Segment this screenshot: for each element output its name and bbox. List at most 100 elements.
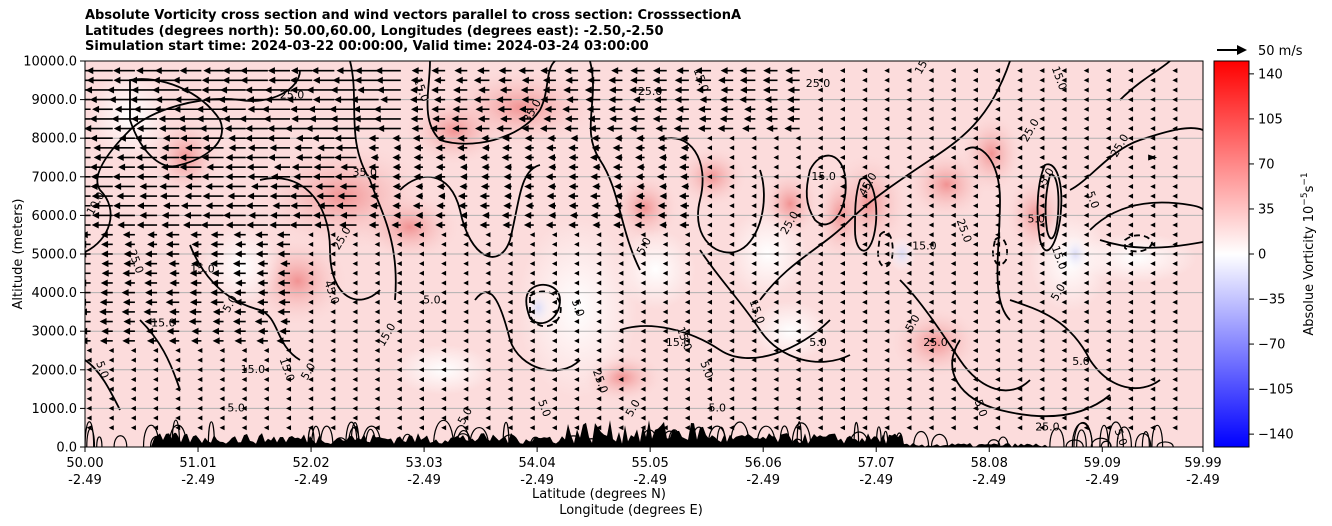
wind-vector-head: [158, 115, 166, 123]
wind-vector-head: [330, 290, 336, 296]
wind-vector-head: [441, 290, 447, 296]
wind-vector-head: [684, 299, 690, 305]
wind-vector-head: [1039, 193, 1045, 199]
wind-vector-head: [1083, 348, 1089, 353]
wind-vector-head: [839, 203, 845, 209]
wind-vector-head: [113, 125, 121, 133]
wind-vector-head: [795, 309, 801, 315]
wind-vector-head: [662, 251, 668, 257]
wind-vector-head: [740, 86, 748, 94]
wind-vector-head: [629, 86, 637, 94]
wind-vector-head: [551, 405, 557, 411]
wind-vector-head: [1017, 396, 1023, 402]
wind-vector-head: [884, 386, 890, 392]
wind-vector-head: [85, 269, 86, 277]
wind-vector-head: [614, 154, 622, 161]
wind-vector-head: [635, 173, 643, 181]
wind-vector-head: [862, 155, 868, 160]
wind-vector-head: [146, 337, 154, 345]
wind-vector-head: [1083, 338, 1089, 344]
wind-vector-head: [267, 125, 275, 133]
wind-vector-head: [374, 405, 380, 411]
wind-vector-head: [995, 261, 1001, 267]
wind-vector-head: [751, 174, 757, 180]
wind-vector-head: [284, 125, 292, 133]
wind-vector-head: [950, 222, 956, 228]
wind-vector-head: [972, 68, 978, 74]
wind-vector-head: [751, 241, 757, 247]
wind-vector-head: [707, 261, 713, 267]
wind-vector-head: [574, 251, 580, 257]
contour-line: [85, 359, 121, 411]
wind-vector-head: [817, 145, 823, 151]
wind-vector-head: [524, 134, 532, 142]
wind-vector-head: [507, 319, 513, 325]
wind-vector-head: [1172, 261, 1178, 267]
wind-vector-head: [1172, 309, 1178, 315]
wind-vector-head: [308, 405, 314, 411]
wind-vector-head: [529, 348, 535, 353]
wind-vector-head: [441, 357, 447, 363]
y-tick-label: 6000.0: [32, 209, 78, 224]
wind-vector-head: [751, 309, 757, 315]
wind-vector-head: [950, 135, 956, 141]
wind-vector-head: [698, 115, 706, 123]
wind-vector-head: [161, 144, 169, 152]
wind-vector-head: [762, 86, 770, 94]
wind-vector-head: [574, 319, 580, 325]
wind-vector-head: [995, 68, 1001, 74]
wind-vector-head: [145, 289, 153, 297]
wind-vector-head: [247, 173, 255, 181]
wind-vector-head: [529, 270, 535, 276]
y-tick-label: 4000.0: [32, 286, 78, 301]
wind-vector-head: [707, 203, 713, 209]
wind-vector-head: [392, 202, 400, 210]
wind-vector-head: [352, 241, 358, 247]
wind-vector-head: [950, 415, 956, 421]
wind-vector-head: [92, 105, 100, 113]
wind-vector-head: [1128, 357, 1134, 363]
wind-vector-head: [108, 405, 114, 411]
wind-vector-head: [308, 261, 314, 267]
wind-vector-head: [1017, 97, 1023, 103]
wind-vector-head: [478, 86, 486, 94]
wind-vector-head: [1105, 376, 1111, 382]
wind-vector-head: [197, 415, 203, 421]
wind-vector-head: [418, 299, 424, 305]
wind-vector-head: [674, 86, 682, 94]
quiver-key-arrowhead: [1237, 45, 1247, 55]
wind-vector-head: [906, 357, 912, 363]
wind-vector-head: [374, 232, 380, 238]
wind-vector-head: [662, 357, 668, 363]
wind-vector-head: [286, 357, 292, 363]
wind-vector-head: [130, 367, 136, 373]
wind-vector-head: [884, 376, 890, 382]
wind-vector-head: [529, 280, 535, 286]
wind-vector-head: [197, 367, 203, 373]
wind-vector-head: [396, 357, 402, 363]
wind-vector-head: [884, 106, 890, 112]
wind-vector-head: [751, 367, 757, 373]
wind-vector-head: [707, 338, 713, 344]
wind-vector-head: [396, 270, 402, 276]
wind-vector-head: [520, 86, 528, 94]
wind-vector-head: [396, 367, 402, 373]
wind-vector-head: [352, 396, 358, 402]
wind-vector-head: [545, 221, 553, 229]
wind-vector-head: [485, 386, 491, 392]
wind-vector-head: [507, 348, 513, 353]
wind-vector-head: [218, 96, 226, 104]
wind-vector-head: [972, 280, 978, 286]
wind-vector-head: [972, 97, 978, 103]
contour-line: [1044, 173, 1060, 240]
wind-vector-head: [839, 386, 845, 392]
wind-vector-head: [507, 290, 513, 296]
wind-vector-head: [507, 232, 513, 238]
wind-vector-head: [441, 319, 447, 325]
wind-vector-head: [551, 299, 557, 305]
wind-vector-head: [684, 280, 690, 286]
wind-vector-head: [1128, 309, 1134, 315]
wind-vector-head: [507, 415, 513, 421]
wind-vector-head: [995, 280, 1001, 286]
wind-vector-head: [618, 299, 624, 305]
